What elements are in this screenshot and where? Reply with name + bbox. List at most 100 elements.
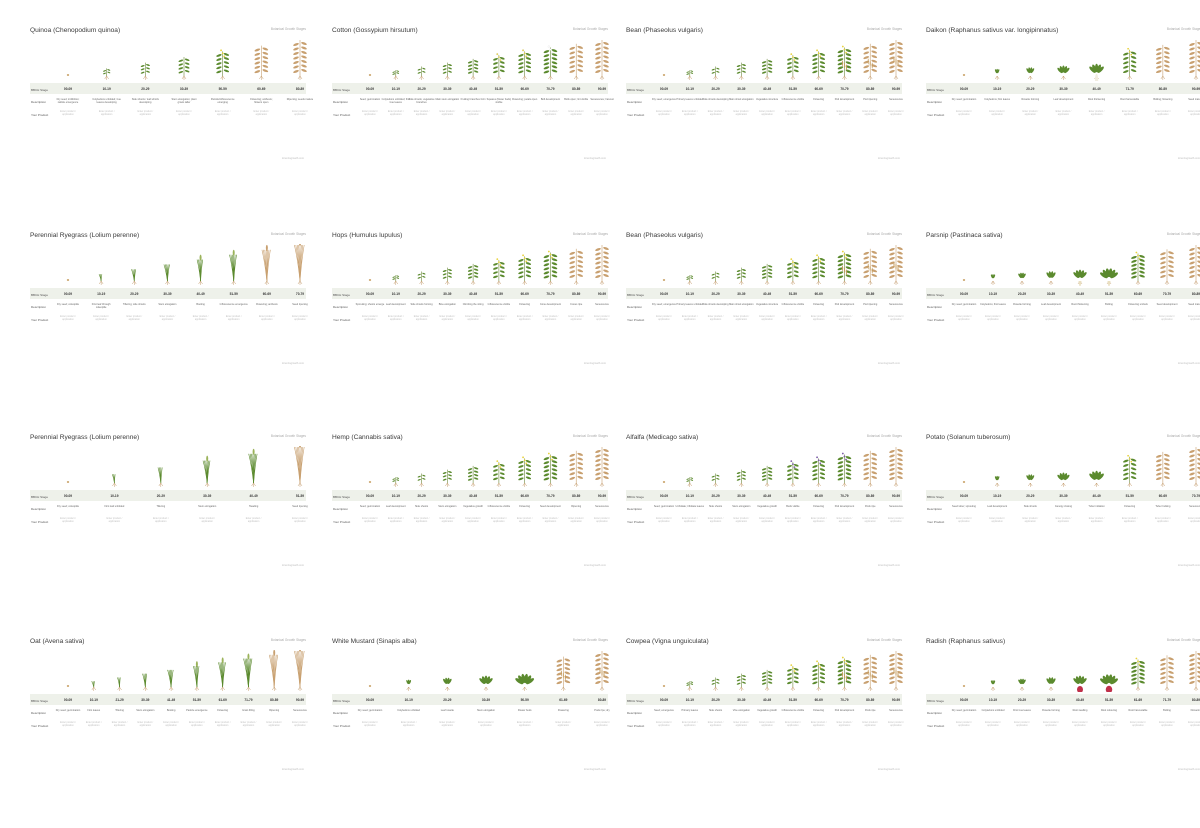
product-placeholder[interactable]: Enter product / application bbox=[759, 517, 775, 523]
product-placeholder[interactable]: Enter product / application bbox=[478, 721, 494, 727]
product-placeholder[interactable]: Enter product / application bbox=[439, 721, 456, 727]
product-placeholder[interactable]: Enter product / application bbox=[594, 110, 610, 116]
product-placeholder[interactable]: Enter product / application bbox=[1088, 517, 1105, 523]
product-placeholder[interactable]: Enter product / application bbox=[862, 517, 879, 523]
product-placeholder[interactable]: Enter product / application bbox=[836, 315, 853, 321]
product-placeholder[interactable]: Enter product / application bbox=[60, 315, 76, 321]
product-placeholder[interactable]: Enter product / application bbox=[240, 721, 257, 727]
product-placeholder[interactable]: Enter product / application bbox=[542, 315, 559, 321]
product-placeholder[interactable]: Enter product / application bbox=[199, 517, 216, 523]
product-placeholder[interactable]: Enter product / application bbox=[542, 517, 559, 523]
product-placeholder[interactable]: Enter product / application bbox=[106, 517, 123, 523]
product-placeholder[interactable]: Enter product / application bbox=[1155, 110, 1171, 116]
product-placeholder[interactable]: Enter product / application bbox=[1072, 315, 1088, 321]
product-placeholder[interactable]: Enter product / application bbox=[465, 517, 481, 523]
product-placeholder[interactable]: Enter product / application bbox=[810, 110, 827, 116]
product-placeholder[interactable]: Enter product / application bbox=[1188, 315, 1200, 321]
product-placeholder[interactable]: Enter product / application bbox=[656, 721, 672, 727]
product-placeholder[interactable]: Enter product / application bbox=[989, 110, 1005, 116]
product-placeholder[interactable]: Enter product / application bbox=[362, 315, 378, 321]
product-placeholder[interactable]: Enter product / application bbox=[1022, 517, 1039, 523]
product-placeholder[interactable]: Enter product / application bbox=[1043, 315, 1059, 321]
product-placeholder[interactable]: Enter product / application bbox=[516, 110, 533, 116]
product-placeholder[interactable]: Enter product / application bbox=[85, 721, 102, 727]
product-placeholder[interactable]: Enter product / application bbox=[60, 721, 76, 727]
product-placeholder[interactable]: Enter product / application bbox=[733, 517, 750, 523]
product-placeholder[interactable]: Enter product / application bbox=[465, 315, 481, 321]
product-placeholder[interactable]: Enter product / application bbox=[568, 315, 585, 321]
product-placeholder[interactable]: Enter product / application bbox=[292, 110, 308, 116]
product-placeholder[interactable]: Enter product / application bbox=[888, 315, 904, 321]
product-placeholder[interactable]: Enter product / application bbox=[189, 721, 205, 727]
product-placeholder[interactable]: Enter product / application bbox=[681, 721, 698, 727]
product-placeholder[interactable]: Enter product / application bbox=[785, 517, 801, 523]
product-placeholder[interactable]: Enter product / application bbox=[733, 315, 750, 321]
product-placeholder[interactable]: Enter product / application bbox=[681, 315, 698, 321]
product-placeholder[interactable]: Enter product / application bbox=[491, 315, 507, 321]
product-placeholder[interactable]: Enter product / application bbox=[1072, 721, 1088, 727]
product-placeholder[interactable]: Enter product / application bbox=[413, 315, 430, 321]
product-placeholder[interactable]: Enter product / application bbox=[1159, 315, 1175, 321]
product-placeholder[interactable]: Enter product / application bbox=[1121, 517, 1138, 523]
product-placeholder[interactable]: Enter product / application bbox=[214, 110, 231, 116]
product-placeholder[interactable]: Enter product / application bbox=[594, 517, 610, 523]
product-placeholder[interactable]: Enter product / application bbox=[785, 315, 801, 321]
product-placeholder[interactable]: Enter product / application bbox=[568, 110, 585, 116]
product-placeholder[interactable]: Enter product / application bbox=[126, 315, 143, 321]
product-placeholder[interactable]: Enter product / application bbox=[413, 110, 430, 116]
product-placeholder[interactable]: Enter product / application bbox=[862, 110, 879, 116]
product-placeholder[interactable]: Enter product / application bbox=[465, 110, 481, 116]
product-placeholder[interactable]: Enter product / application bbox=[956, 315, 972, 321]
product-placeholder[interactable]: Enter product / application bbox=[387, 517, 404, 523]
product-placeholder[interactable]: Enter product / application bbox=[681, 517, 698, 523]
product-placeholder[interactable]: Enter product / application bbox=[733, 110, 750, 116]
product-placeholder[interactable]: Enter product / application bbox=[836, 517, 853, 523]
product-placeholder[interactable]: Enter product / application bbox=[568, 517, 585, 523]
product-placeholder[interactable]: Enter product / application bbox=[759, 315, 775, 321]
product-placeholder[interactable]: Enter product / application bbox=[555, 721, 572, 727]
product-placeholder[interactable]: Enter product / application bbox=[362, 517, 378, 523]
product-placeholder[interactable]: Enter product / application bbox=[707, 721, 724, 727]
product-placeholder[interactable]: Enter product / application bbox=[192, 315, 209, 321]
product-placeholder[interactable]: Enter product / application bbox=[956, 721, 972, 727]
product-placeholder[interactable]: Enter product / application bbox=[516, 721, 533, 727]
product-placeholder[interactable]: Enter product / application bbox=[152, 517, 169, 523]
product-placeholder[interactable]: Enter product / application bbox=[60, 517, 76, 523]
product-placeholder[interactable]: Enter product / application bbox=[98, 110, 115, 116]
product-placeholder[interactable]: Enter product / application bbox=[1188, 517, 1200, 523]
product-placeholder[interactable]: Enter product / application bbox=[137, 110, 154, 116]
product-placeholder[interactable]: Enter product / application bbox=[888, 110, 904, 116]
product-placeholder[interactable]: Enter product / application bbox=[516, 315, 533, 321]
product-placeholder[interactable]: Enter product / application bbox=[707, 315, 724, 321]
product-placeholder[interactable]: Enter product / application bbox=[253, 110, 270, 116]
product-placeholder[interactable]: Enter product / application bbox=[956, 517, 972, 523]
product-placeholder[interactable]: Enter product / application bbox=[836, 721, 853, 727]
product-placeholder[interactable]: Enter product / application bbox=[1101, 315, 1117, 321]
product-placeholder[interactable]: Enter product / application bbox=[1130, 721, 1146, 727]
product-placeholder[interactable]: Enter product / application bbox=[491, 110, 507, 116]
product-placeholder[interactable]: Enter product / application bbox=[245, 517, 262, 523]
product-placeholder[interactable]: Enter product / application bbox=[362, 110, 378, 116]
product-placeholder[interactable]: Enter product / application bbox=[862, 721, 879, 727]
product-placeholder[interactable]: Enter product / application bbox=[733, 721, 750, 727]
product-placeholder[interactable]: Enter product / application bbox=[1043, 721, 1059, 727]
product-placeholder[interactable]: Enter product / application bbox=[292, 721, 308, 727]
product-placeholder[interactable]: Enter product / application bbox=[266, 721, 283, 727]
product-placeholder[interactable]: Enter product / application bbox=[387, 110, 404, 116]
product-placeholder[interactable]: Enter product / application bbox=[707, 517, 724, 523]
product-placeholder[interactable]: Enter product / application bbox=[888, 721, 904, 727]
product-placeholder[interactable]: Enter product / application bbox=[292, 517, 308, 523]
product-placeholder[interactable]: Enter product / application bbox=[1022, 110, 1039, 116]
product-placeholder[interactable]: Enter product / application bbox=[810, 517, 827, 523]
product-placeholder[interactable]: Enter product / application bbox=[491, 517, 507, 523]
product-placeholder[interactable]: Enter product / application bbox=[439, 110, 456, 116]
product-placeholder[interactable]: Enter product / application bbox=[1014, 721, 1030, 727]
product-placeholder[interactable]: Enter product / application bbox=[836, 110, 853, 116]
product-placeholder[interactable]: Enter product / application bbox=[810, 315, 827, 321]
product-placeholder[interactable]: Enter product / application bbox=[1055, 110, 1072, 116]
product-placeholder[interactable]: Enter product / application bbox=[656, 315, 672, 321]
product-placeholder[interactable]: Enter product / application bbox=[1188, 110, 1200, 116]
product-placeholder[interactable]: Enter product / application bbox=[656, 517, 672, 523]
product-placeholder[interactable]: Enter product / application bbox=[1159, 721, 1175, 727]
product-placeholder[interactable]: Enter product / application bbox=[1188, 721, 1200, 727]
